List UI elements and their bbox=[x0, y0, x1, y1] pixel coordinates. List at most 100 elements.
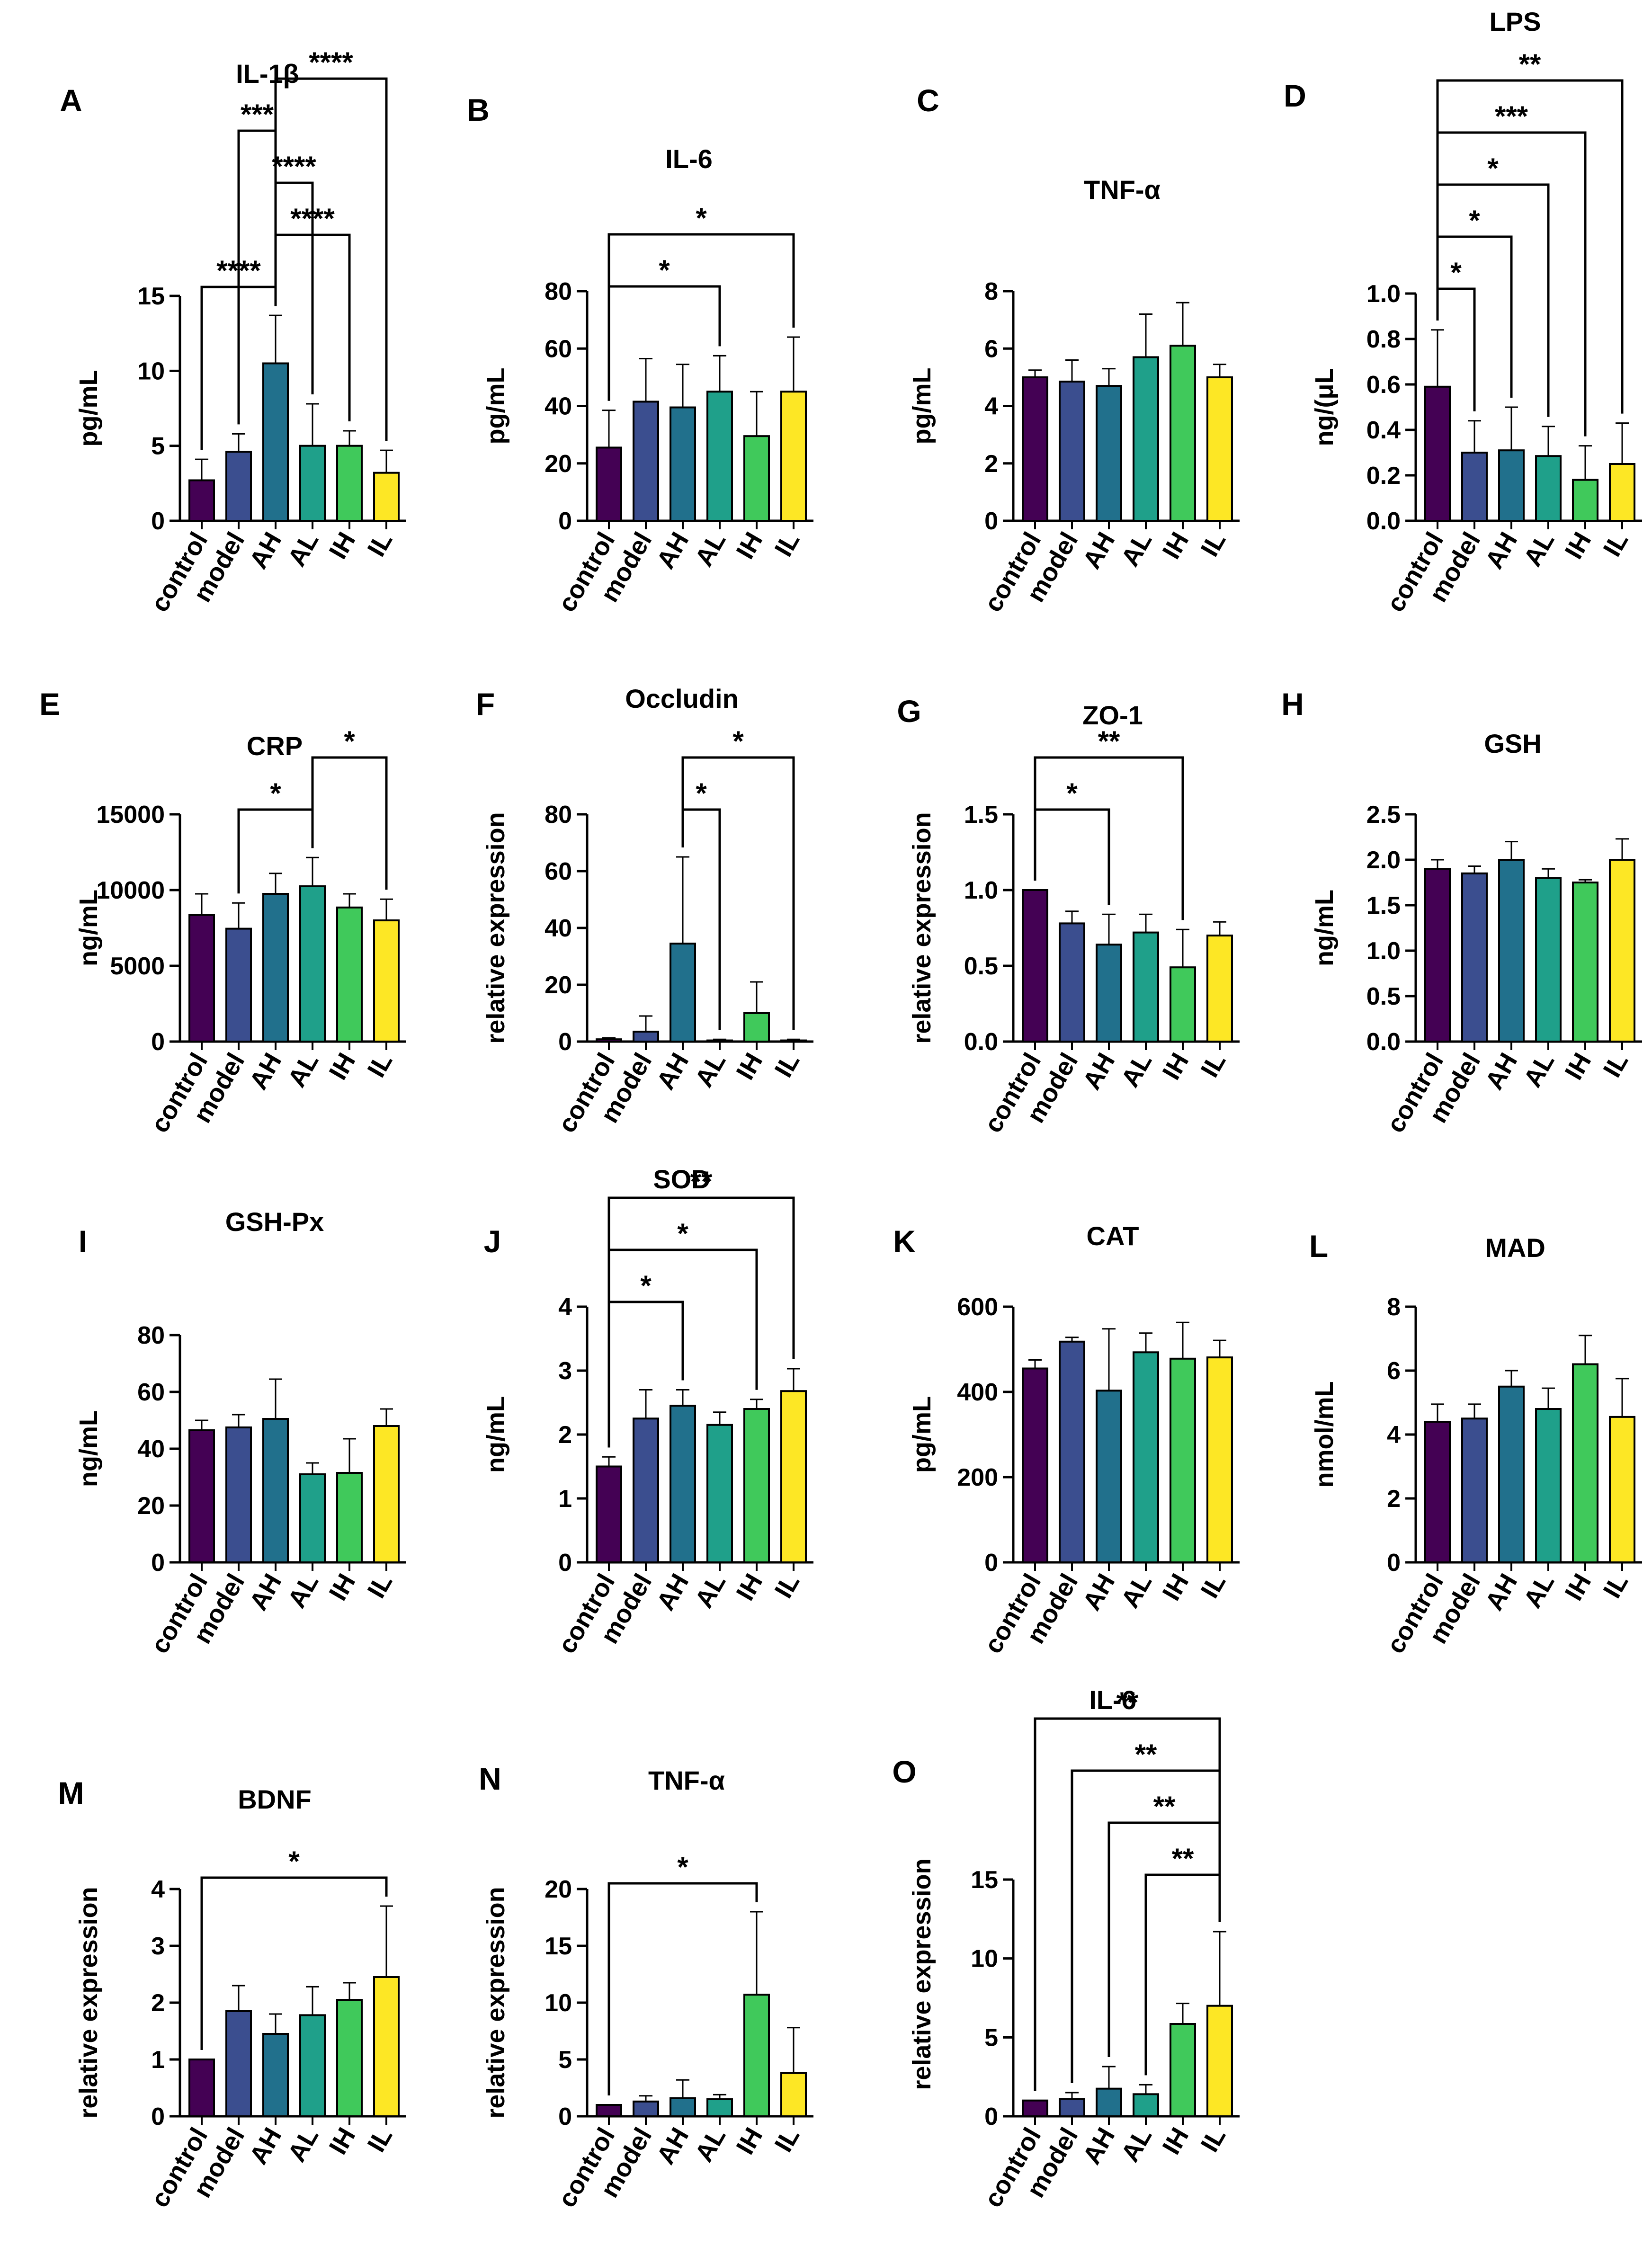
bar-control bbox=[1022, 376, 1048, 522]
significance-bracket bbox=[607, 285, 721, 401]
chart-title: CRP bbox=[247, 731, 303, 761]
significance-bracket bbox=[607, 1196, 795, 1448]
y-axis-label: nmol/mL bbox=[1310, 1382, 1339, 1488]
y-axis-label: pg/mL bbox=[908, 1396, 936, 1473]
bar-IH bbox=[336, 445, 363, 522]
bar-IH bbox=[1170, 966, 1196, 1043]
panel-letter: C bbox=[917, 83, 939, 118]
y-tick-label: 15 bbox=[137, 283, 165, 310]
y-tick-label: 0 bbox=[151, 2103, 165, 2130]
x-tick-label: AL bbox=[689, 1048, 731, 1092]
bar-AH bbox=[1096, 2087, 1122, 2117]
y-tick-label: 0 bbox=[984, 1549, 998, 1577]
bar-IL bbox=[1609, 463, 1635, 522]
y-tick-label: 20 bbox=[137, 1492, 165, 1520]
y-tick-label: 1.0 bbox=[964, 877, 998, 904]
y-tick-label: 3 bbox=[151, 1933, 165, 1960]
x-tick-label: IH bbox=[731, 1048, 768, 1085]
x-tick-label: AL bbox=[282, 1569, 324, 1613]
y-tick-label: 10 bbox=[971, 1945, 998, 1973]
bar-AH bbox=[1498, 1385, 1525, 1563]
bar-control bbox=[1022, 2099, 1048, 2117]
x-tick-label: AH bbox=[1077, 2123, 1120, 2169]
bar-AL bbox=[299, 445, 326, 522]
significance-bracket bbox=[1436, 183, 1550, 417]
bar-IH bbox=[336, 1472, 363, 1563]
y-axis-label: ng/mL bbox=[74, 890, 103, 966]
bar-control bbox=[188, 479, 215, 522]
bar-AH bbox=[262, 893, 289, 1043]
x-tick-label: IH bbox=[323, 2123, 361, 2159]
significance-bracket bbox=[200, 1876, 388, 2050]
bar-IH bbox=[743, 1012, 770, 1043]
significance-marker: * bbox=[696, 777, 707, 809]
x-tick-label: AH bbox=[1480, 527, 1523, 574]
significance-marker: * bbox=[732, 725, 744, 757]
panel-H: HGSH0.00.51.01.52.02.5ng/mLcontrolmodelA… bbox=[1281, 686, 1642, 1137]
y-tick-label: 2.0 bbox=[1366, 847, 1401, 874]
bar-AH bbox=[670, 406, 696, 522]
x-tick-label: AL bbox=[282, 1048, 324, 1092]
x-tick-label: IH bbox=[1157, 1569, 1194, 1605]
bar-AL bbox=[706, 391, 733, 522]
x-tick-label: AH bbox=[1077, 1569, 1120, 1615]
bar-model bbox=[1461, 1417, 1488, 1563]
y-tick-label: 4 bbox=[151, 1876, 165, 1903]
x-tick-label: AL bbox=[1518, 527, 1560, 571]
bar-model bbox=[633, 401, 659, 522]
bar-AL bbox=[1133, 356, 1159, 522]
bar-IL bbox=[373, 472, 400, 522]
bar-AH bbox=[1498, 449, 1525, 522]
bar-model bbox=[225, 451, 252, 522]
x-tick-label: AL bbox=[1116, 527, 1157, 571]
bar-IL bbox=[373, 919, 400, 1043]
bar-AL bbox=[706, 1039, 733, 1043]
x-tick-label: IL bbox=[362, 1048, 398, 1082]
y-tick-label: 0 bbox=[558, 508, 572, 535]
y-tick-label: 15 bbox=[545, 1933, 572, 1960]
significance-marker: * bbox=[344, 725, 355, 757]
y-tick-label: 1.5 bbox=[1366, 892, 1401, 919]
bar-IH bbox=[743, 435, 770, 522]
bar-model bbox=[225, 2010, 252, 2117]
x-tick-label: AH bbox=[651, 2123, 694, 2169]
y-tick-label: 2 bbox=[984, 450, 998, 478]
bar-control bbox=[1424, 1421, 1451, 1563]
x-tick-label: AH bbox=[1480, 1048, 1523, 1095]
y-tick-label: 40 bbox=[545, 393, 572, 420]
bar-model bbox=[1461, 872, 1488, 1043]
y-tick-label: 80 bbox=[137, 1322, 165, 1349]
x-tick-label: AH bbox=[651, 1048, 694, 1095]
x-tick-label: IL bbox=[769, 1048, 805, 1082]
y-tick-label: 2 bbox=[1387, 1485, 1401, 1513]
bar-control bbox=[596, 2104, 622, 2117]
x-tick-label: IL bbox=[362, 1569, 398, 1603]
bar-AL bbox=[1133, 931, 1159, 1043]
bar-model bbox=[1059, 1340, 1085, 1564]
y-tick-label: 60 bbox=[545, 858, 572, 885]
significance-marker: ** bbox=[1153, 1791, 1176, 1822]
significance-bracket bbox=[1034, 1717, 1221, 2091]
bar-AL bbox=[299, 2014, 326, 2117]
significance-bracket bbox=[1034, 756, 1184, 920]
bar-model bbox=[1059, 380, 1085, 522]
chart-title: BDNF bbox=[238, 1784, 312, 1814]
significance-marker: * bbox=[659, 254, 670, 286]
panel-letter: G bbox=[897, 694, 921, 729]
significance-marker: * bbox=[677, 1851, 688, 1883]
bar-AL bbox=[1535, 1408, 1562, 1563]
x-tick-label: IL bbox=[1195, 527, 1231, 562]
significance-marker: *** bbox=[241, 98, 274, 130]
bar-AH bbox=[1498, 859, 1525, 1043]
x-tick-label: AL bbox=[689, 2123, 731, 2166]
x-tick-label: AL bbox=[1116, 1048, 1157, 1092]
chart-title: IL-6 bbox=[665, 144, 713, 174]
significance-marker: *** bbox=[1495, 100, 1528, 132]
y-tick-label: 8 bbox=[1387, 1293, 1401, 1321]
y-tick-label: 80 bbox=[545, 801, 572, 829]
significance-marker: **** bbox=[272, 151, 316, 182]
chart-title: SOD bbox=[653, 1164, 710, 1194]
x-tick-label: IL bbox=[362, 2123, 398, 2157]
